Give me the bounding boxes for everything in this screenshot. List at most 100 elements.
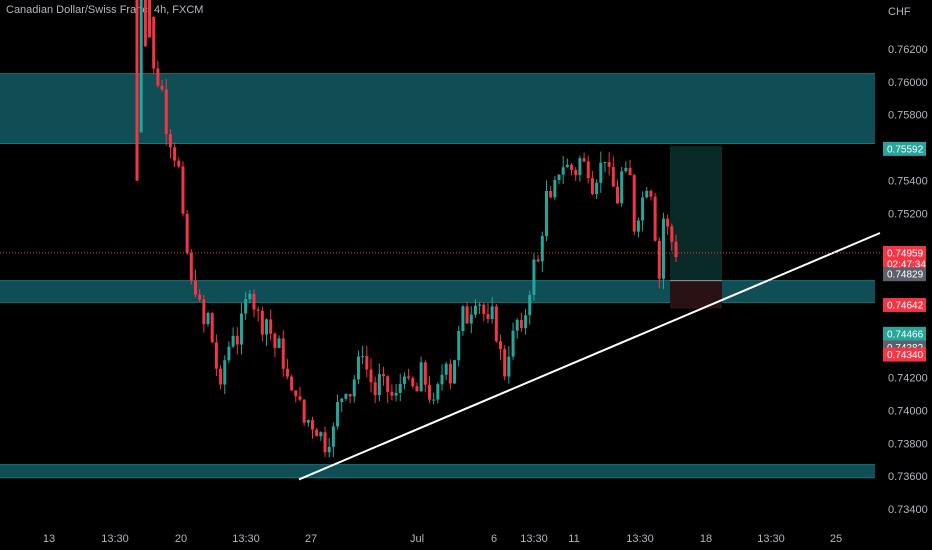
- zones-layer: [0, 73, 875, 479]
- candle-body: [515, 319, 519, 331]
- y-tick-label: 0.75200: [888, 208, 928, 220]
- candle-body: [561, 167, 565, 175]
- candle-body: [432, 399, 436, 401]
- candle-body: [478, 304, 482, 306]
- candle-body: [427, 384, 431, 400]
- x-tick-label: 13:30: [757, 533, 785, 545]
- candle-body: [382, 374, 386, 377]
- candle-body: [628, 167, 632, 176]
- candle-body: [394, 392, 398, 396]
- y-tick-label: 0.75800: [888, 110, 928, 122]
- candle-body: [323, 432, 327, 453]
- candle-body: [611, 166, 615, 187]
- candle-body: [348, 394, 352, 397]
- zone-1: [0, 280, 875, 303]
- x-tick-label: 20: [175, 533, 187, 545]
- price-tag-label: 0.74340: [887, 350, 924, 361]
- candle-body: [549, 190, 553, 198]
- position-target-area: [670, 145, 722, 281]
- chart-title: Canadian Dollar/Swiss Franc, 4h, FXCM: [6, 4, 204, 16]
- candle-body: [277, 338, 281, 348]
- candle-body: [315, 429, 319, 437]
- price-tag: [883, 245, 926, 260]
- candle-body: [620, 171, 624, 204]
- candle-body: [239, 313, 243, 345]
- candle-body: [423, 362, 427, 385]
- time-axis: 13 13:30 20 13:30 27 Jul 6 13:30 11 13:30 18 13:30 2…: [43, 533, 842, 545]
- candle-body: [336, 401, 340, 427]
- candle-body: [582, 158, 586, 162]
- candle-body: [570, 164, 574, 170]
- candle-body: [377, 374, 381, 396]
- position-layer: [670, 145, 722, 309]
- candle-body: [565, 164, 569, 168]
- y-tick-label: 0.73800: [888, 438, 928, 450]
- price-tag-label: 02:47:34: [887, 260, 926, 271]
- candle-body: [461, 306, 465, 331]
- x-tick-label: Jul: [410, 533, 424, 545]
- zone-0: [0, 73, 875, 144]
- candle-body: [553, 179, 557, 198]
- candle-body: [143, 0, 147, 47]
- candle-body: [235, 335, 239, 345]
- candle-body: [532, 259, 536, 295]
- candle-body: [269, 319, 273, 334]
- candle-body: [331, 426, 335, 447]
- candle-body: [214, 342, 218, 369]
- candle-body: [595, 182, 599, 195]
- candle-body: [469, 314, 473, 324]
- candle-body: [231, 335, 235, 347]
- candle-body: [486, 314, 490, 320]
- candle-body: [319, 432, 323, 437]
- x-tick-label: 13: [43, 533, 55, 545]
- price-tag: [883, 267, 926, 282]
- candle-body: [494, 306, 498, 342]
- candle-body: [645, 190, 649, 198]
- candle-body: [674, 241, 678, 258]
- candle-body: [419, 362, 423, 392]
- candle-body: [340, 398, 344, 402]
- candle-body: [540, 235, 544, 262]
- candle-body: [465, 306, 469, 324]
- y-tick-label: 0.73400: [888, 504, 928, 516]
- candle-body: [503, 349, 507, 377]
- candle-body: [511, 330, 515, 357]
- price-tag-label: 0.74829: [887, 270, 924, 281]
- price-tag-label: 0.75592: [887, 144, 924, 155]
- y-tick-label: 0.73600: [888, 471, 928, 483]
- price-tag: [883, 141, 926, 156]
- candle-body: [173, 147, 177, 161]
- candle-body: [248, 293, 252, 300]
- price-tag-label: 0.74959: [887, 248, 924, 259]
- candle-body: [294, 390, 298, 397]
- candle-body: [453, 360, 457, 384]
- candle-body: [369, 369, 373, 383]
- candle-body: [373, 382, 377, 396]
- candle-body: [148, 0, 152, 38]
- x-tick-label: 25: [830, 533, 842, 545]
- trendline: [298, 232, 881, 481]
- x-tick-label: 11: [568, 533, 579, 545]
- candle-body: [586, 161, 590, 179]
- candle-body: [202, 299, 206, 325]
- x-tick-label: 13:30: [626, 533, 654, 545]
- candle-body: [666, 218, 670, 227]
- price-axis: CHF 0.76200 0.76000 0.75800 0.75400 0.75200 0.…: [888, 6, 928, 516]
- price-tag: [883, 326, 926, 341]
- candle-body: [528, 294, 532, 316]
- candle-body: [507, 356, 511, 377]
- candle-body: [290, 376, 294, 391]
- x-tick-label: 13:30: [232, 533, 260, 545]
- currency-label: CHF: [888, 6, 911, 18]
- zone-2: [0, 464, 875, 478]
- candle-body: [557, 174, 561, 180]
- candle-body: [219, 368, 223, 385]
- price-tag-label: 0.74642: [887, 300, 924, 311]
- candle-body: [415, 386, 419, 392]
- candle-body: [641, 197, 645, 221]
- price-tag-label: 0.74466: [887, 329, 924, 340]
- candle-body: [636, 220, 640, 232]
- candle-body: [281, 338, 285, 369]
